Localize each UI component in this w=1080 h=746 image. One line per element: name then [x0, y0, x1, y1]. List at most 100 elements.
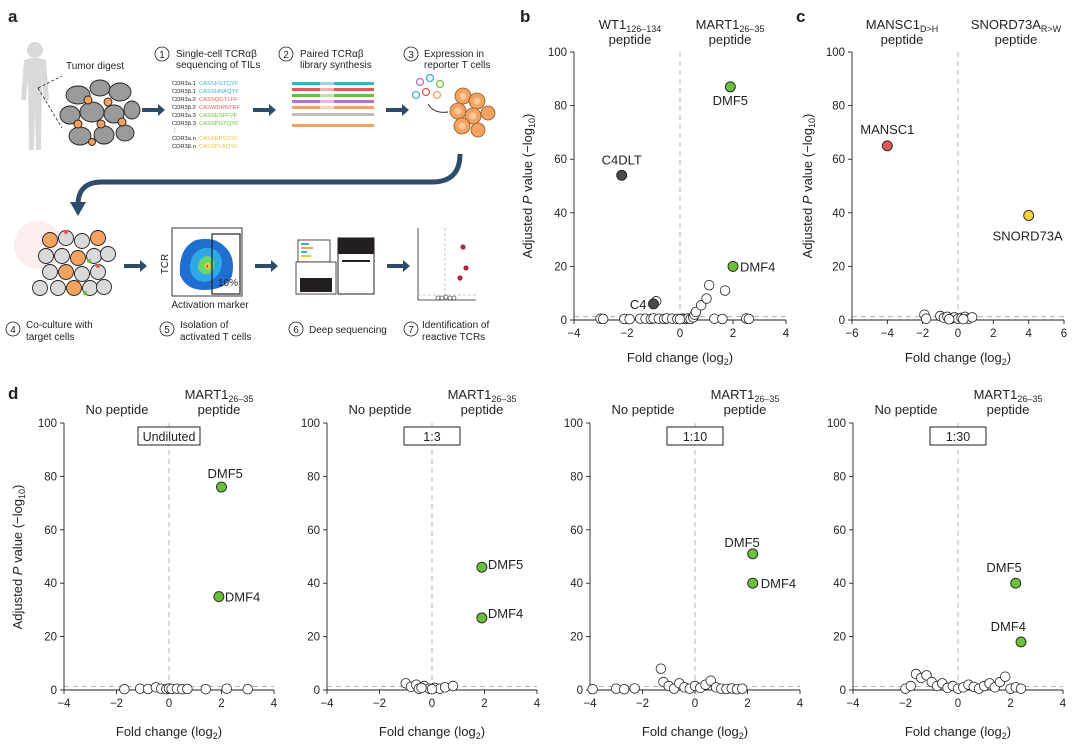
panel-a: a Tumor digest — [5, 7, 496, 343]
cdr3-id-3: CDR3β.2 — [172, 105, 196, 111]
data-point-nonsignificant — [426, 683, 438, 695]
cdr3-sequence-7: CASAEPSSYF — [199, 136, 238, 142]
condition-box — [403, 426, 461, 446]
data-point-snord73a — [1023, 210, 1035, 221]
x-tick-label: 4 — [1060, 698, 1067, 710]
data-point-nonsignificant — [674, 313, 686, 325]
coculture-cell — [96, 279, 112, 295]
coculture-cell — [58, 264, 74, 280]
x-tick-label: 2 — [990, 328, 996, 340]
flow-arrows — [142, 104, 409, 116]
data-point-nonsignificant — [743, 313, 755, 325]
data-point-nonsignificant — [119, 683, 130, 695]
x-tick-label: −2 — [916, 328, 929, 340]
panel-b-left-header-peptide: peptide — [609, 32, 652, 47]
y-tick-label: 60 — [554, 154, 567, 166]
data-point-mansc1 — [881, 140, 893, 152]
data-point-nonsignificant — [1015, 683, 1027, 694]
x-tick-label: −2 — [110, 698, 123, 710]
coculture-cell — [32, 280, 48, 296]
reporter-t-cells-icon — [449, 87, 496, 138]
step-4: 4 Co-culture with target cells — [5, 221, 116, 343]
y-tick-label: 60 — [570, 525, 583, 537]
y-tick-label: 40 — [832, 208, 845, 220]
mart1-header-peptide: peptide — [987, 402, 1030, 417]
data-label-mansc1: MANSC1 — [860, 122, 914, 137]
data-label-dmf5: DMF5 — [713, 93, 748, 108]
x-tick-label: 0 — [429, 698, 435, 710]
y-tick-label: 0 — [839, 315, 845, 327]
no-peptide-header: No peptide — [86, 402, 149, 417]
x-tick-label: 2 — [218, 698, 224, 710]
condition-label: Undiluted — [143, 430, 196, 444]
step-3-number: 3 — [408, 50, 414, 61]
cdr3-id-2: CDR3a.2 — [172, 97, 196, 103]
x-axis-label: Fold change (log2) — [116, 724, 222, 741]
x-tick-label: 2 — [744, 698, 750, 710]
data-point-nonsignificant — [618, 683, 630, 695]
panel-c-y-axis-label: Adjusted P value (−log10) — [800, 114, 817, 259]
x-tick-label: 2 — [730, 328, 736, 340]
data-point-dmf5 — [216, 481, 227, 493]
y-tick-label: 20 — [307, 632, 320, 644]
data-point-nonsignificant — [719, 285, 731, 296]
y-tick-label: 80 — [833, 471, 846, 483]
x-tick-label: 4 — [797, 698, 804, 710]
coculture-cell — [50, 280, 66, 296]
y-tick-label: 100 — [827, 418, 846, 430]
x-tick-label: 0 — [955, 328, 961, 340]
data-point-nonsignificant — [597, 313, 609, 325]
panel-a-letter: a — [8, 7, 18, 26]
human-silhouette-icon — [21, 42, 49, 150]
x-axis-label: Fold change (log2) — [905, 724, 1011, 741]
panel-c-plot: 0 20 40 60 80 100 −6 −4 −2 0 2 4 6 MANSC1 SNORD73A — [826, 47, 1067, 340]
coculture-cells-icon — [32, 230, 116, 296]
curved-return-arrow — [75, 153, 463, 206]
no-peptide-header: No peptide — [612, 402, 675, 417]
data-label-snord73a: SNORD73A — [993, 228, 1063, 243]
cdr3-sequence-0: CASSFGTQYF — [199, 81, 239, 87]
mart1-header-peptide: peptide — [198, 402, 241, 417]
y-tick-label: 100 — [548, 47, 567, 59]
condition-box — [929, 426, 987, 446]
y-tick-label: 80 — [832, 101, 845, 113]
data-label-dmf5: DMF5 — [208, 466, 243, 481]
mart1-header: MART126–35 — [711, 387, 780, 404]
x-tick-label: 6 — [1061, 328, 1067, 340]
panel-c-right-header-peptide: peptide — [995, 32, 1038, 47]
y-tick-label: 80 — [307, 471, 320, 483]
data-point-nonsignificant — [703, 279, 715, 291]
y-tick-label: 20 — [832, 261, 845, 273]
x-tick-label: −2 — [373, 698, 386, 710]
step-7-number: 7 — [408, 325, 414, 336]
data-point-nonsignificant — [943, 313, 955, 325]
data-point-dmf5 — [724, 81, 736, 93]
y-tick-label: 0 — [840, 685, 846, 697]
cdr3-id-8: CDR3β.n — [172, 144, 196, 150]
step-5-number: 5 — [164, 325, 170, 336]
condition-box — [137, 426, 201, 446]
data-point-dmf4 — [213, 591, 225, 602]
step-1-number: 1 — [159, 50, 165, 61]
x-tick-label: 4 — [534, 698, 541, 710]
flow-y-label: TCR — [160, 254, 171, 275]
mini-volcano-icon — [417, 228, 476, 301]
y-tick-label: 40 — [44, 578, 57, 590]
data-point-dmf5 — [1010, 577, 1022, 589]
y-tick-label: 40 — [570, 578, 583, 590]
step-2-line-2: library synthesis — [300, 60, 372, 71]
x-tick-label: −4 — [881, 328, 895, 340]
y-tick-label: 80 — [554, 101, 567, 113]
panel-d: d Adjusted P value (−log10) 020406080100… — [8, 384, 1067, 741]
flow-percent: 10% — [218, 278, 238, 289]
data-point-nonsignificant — [905, 680, 916, 692]
step-1-line-1: Single-cell TCRαβ — [176, 49, 257, 60]
data-point-c4 — [648, 298, 659, 310]
x-axis-label: Fold change (log2) — [379, 724, 485, 741]
cdr3-id-0: CDR3a.1 — [172, 81, 196, 87]
data-point-dmf5 — [476, 561, 488, 573]
data-point-nonsignificant — [966, 312, 978, 323]
y-tick-label: 40 — [833, 578, 846, 590]
flow-plot-frame — [171, 227, 243, 297]
step-2: 2 Paired TCRαβ library synthesis — [278, 46, 374, 127]
